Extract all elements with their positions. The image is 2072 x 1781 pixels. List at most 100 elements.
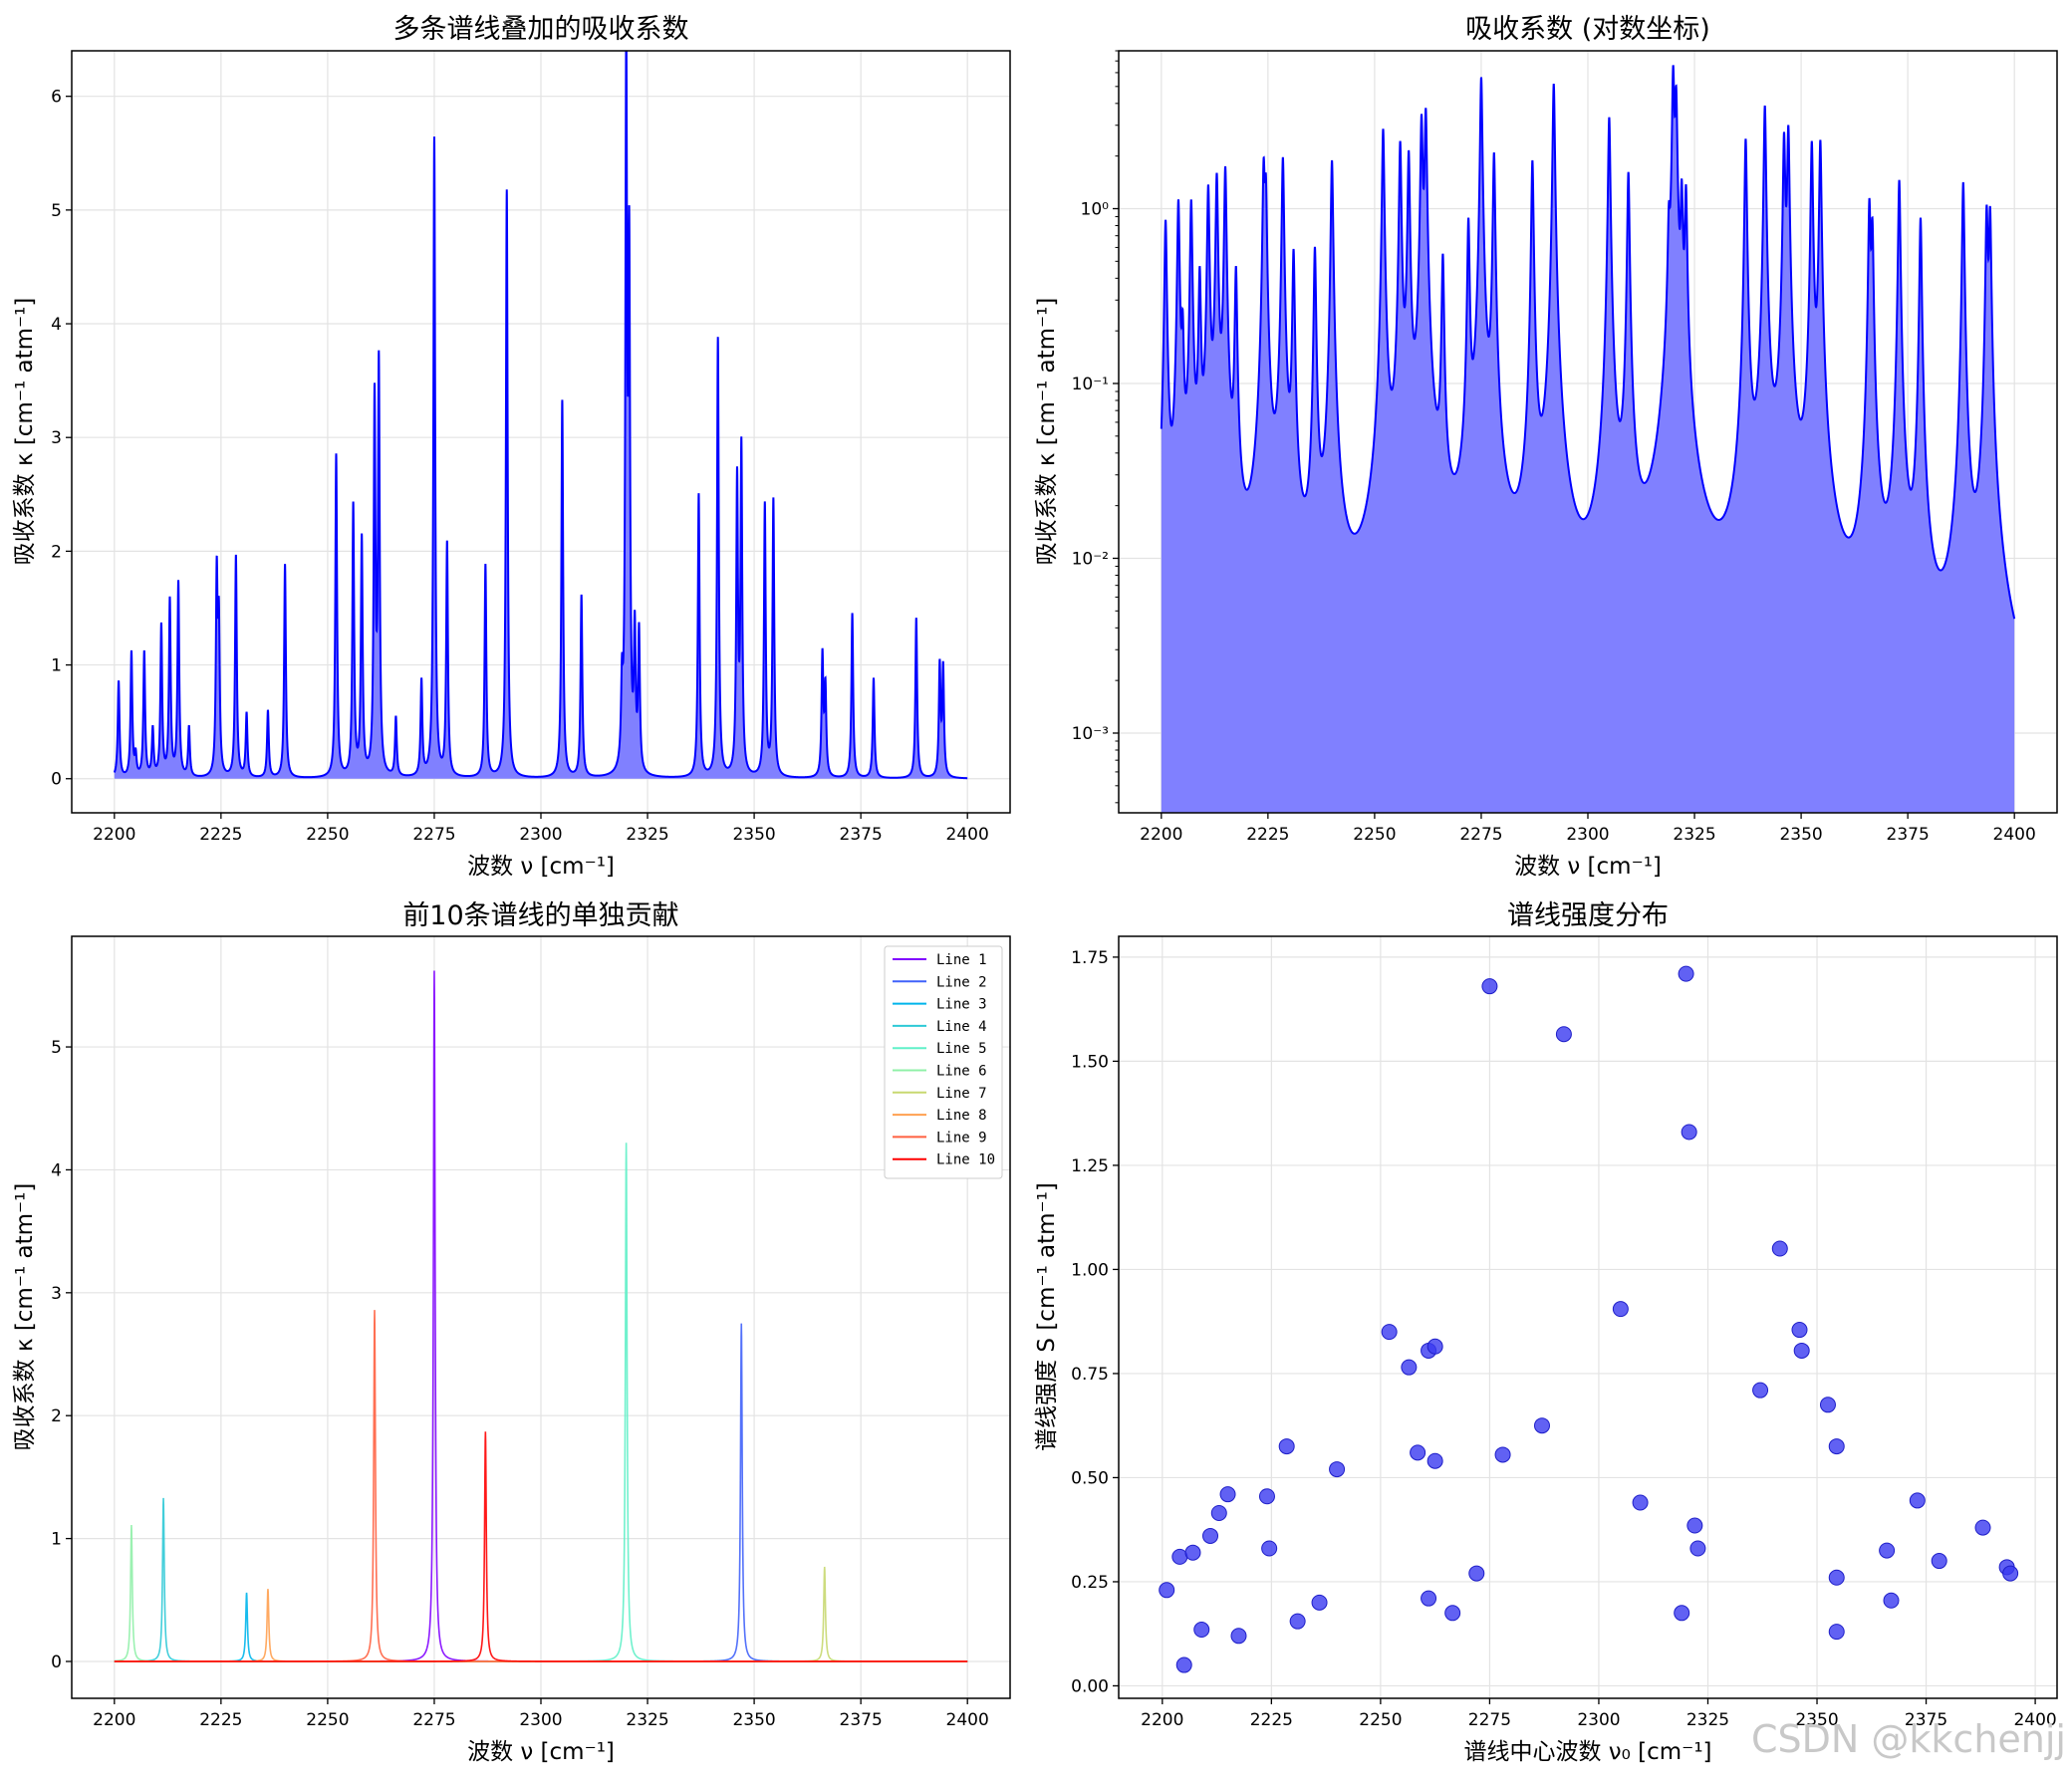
scatter-point <box>1752 1382 1769 1399</box>
x-tick-label: 2250 <box>306 825 349 845</box>
legend-label: Line 2 <box>936 974 987 990</box>
ticks: 2200 2225 2250 2275 2300 2325 2350 2375 2400 0 1 2 3… <box>51 88 989 845</box>
ticks: 2200 2225 2250 2275 2300 2325 2350 2375 2400 10⁰ 1… <box>1072 50 2036 845</box>
x-tick-label: 2200 <box>93 1710 135 1730</box>
legend-label: Line 5 <box>936 1041 987 1057</box>
y-tick-label: 4 <box>51 315 62 335</box>
y-tick-label: 0.75 <box>1071 1365 1109 1385</box>
scatter-point <box>1426 1452 1443 1469</box>
scatter-point <box>1481 978 1498 995</box>
x-tick-label: 2250 <box>306 1710 349 1730</box>
x-tick-label: 2400 <box>946 825 989 845</box>
x-tick-label: 2200 <box>1140 825 1182 845</box>
x-axis-label: 波数 ν [cm⁻¹] <box>467 854 615 880</box>
x-tick-label: 2275 <box>1459 825 1502 845</box>
chart-title: 前10条谱线的单独贡献 <box>402 900 678 931</box>
y-tick-label: 10⁻³ <box>1072 724 1109 744</box>
chart-panel-log: 2200 2225 2250 2275 2300 2325 2350 2375 2400 10⁰ 1… <box>1034 14 2058 880</box>
legend: Line 1 Line 2 Line 3 Line 4 Line 5 Line 6 Line… <box>884 945 1003 1179</box>
y-tick-label: 3 <box>51 428 62 448</box>
scatter-point <box>1175 1656 1192 1673</box>
scatter-point <box>1210 1504 1227 1521</box>
y-axis-label: 谱线强度 S [cm⁻¹ atm⁻¹] <box>1034 1182 1060 1451</box>
y-tick-label: 0.25 <box>1071 1573 1109 1593</box>
legend-label: Line 9 <box>936 1130 987 1145</box>
scatter-point <box>1261 1540 1278 1557</box>
y-tick-label: 10⁰ <box>1081 199 1110 219</box>
x-tick-label: 2325 <box>626 1710 668 1730</box>
scatter-point <box>1202 1527 1219 1544</box>
scatter-point <box>1771 1240 1788 1257</box>
spectrum-fill <box>1161 65 2015 813</box>
scatter-point <box>1555 1026 1572 1043</box>
scatter-point <box>1401 1359 1418 1376</box>
x-tick-label: 2350 <box>732 825 775 845</box>
y-tick-label: 6 <box>51 88 62 108</box>
y-tick-label: 2 <box>51 1406 62 1426</box>
scatter-point <box>1329 1461 1346 1478</box>
scatter-point <box>1791 1322 1808 1339</box>
scatter-point <box>1883 1592 1900 1609</box>
scatter-point <box>1184 1544 1201 1561</box>
x-tick-label: 2225 <box>1246 825 1289 845</box>
x-tick-label: 2250 <box>1353 825 1396 845</box>
y-axis-label: 吸收系数 κ [cm⁻¹ atm⁻¹] <box>12 298 38 566</box>
y-tick-label: 1.00 <box>1071 1260 1109 1280</box>
scatter-point <box>1612 1301 1629 1318</box>
scatter-point <box>1678 965 1694 982</box>
chart-panel-individual-lines: 2200 2225 2250 2275 2300 2325 2350 2375 2400 0 1 2 3… <box>12 900 1011 1765</box>
x-tick-label: 2375 <box>840 1710 883 1730</box>
y-tick-label: 5 <box>51 201 62 221</box>
scatter-point <box>1421 1590 1437 1607</box>
legend-label: Line 6 <box>936 1064 987 1080</box>
grid <box>72 51 1010 813</box>
ticks: 2200 2225 2250 2275 2300 2325 2350 2375 2400 0 1 2 3… <box>51 1038 989 1730</box>
scatter-point <box>1410 1444 1426 1461</box>
x-tick-label: 2400 <box>2013 1710 2056 1730</box>
y-tick-label: 1 <box>51 656 62 676</box>
y-axis-label: 吸收系数 κ [cm⁻¹ atm⁻¹] <box>1034 298 1060 566</box>
x-tick-label: 2375 <box>840 825 883 845</box>
scatter-point <box>1819 1397 1836 1413</box>
y-tick-label: 1.50 <box>1071 1052 1109 1072</box>
x-tick-label: 2400 <box>1993 825 2036 845</box>
y-tick-label: 1.25 <box>1071 1156 1109 1176</box>
y-tick-label: 5 <box>51 1038 62 1058</box>
x-axis-label: 波数 ν [cm⁻¹] <box>1514 854 1662 880</box>
chart-panel-combined: 2200 2225 2250 2275 2300 2325 2350 2375 2400 0 1 2 3… <box>12 14 1011 880</box>
watermark: CSDN @kkchenjj <box>1751 1717 2066 1761</box>
scatter-point <box>1494 1446 1511 1463</box>
legend-label: Line 4 <box>936 1019 987 1035</box>
legend-label: Line 8 <box>936 1108 987 1124</box>
x-tick-label: 2200 <box>1141 1710 1183 1730</box>
x-tick-label: 2350 <box>1779 825 1822 845</box>
scatter-point <box>1909 1492 1926 1509</box>
scatter-point <box>1278 1438 1295 1455</box>
spectrum-line <box>113 51 968 780</box>
x-tick-label: 2275 <box>1468 1710 1511 1730</box>
plot-area <box>1160 65 2016 813</box>
scatter-point <box>1828 1624 1845 1641</box>
scatter-point <box>1219 1486 1236 1503</box>
x-tick-label: 2300 <box>519 1710 562 1730</box>
scatter-point <box>1258 1488 1275 1505</box>
scatter-point <box>1193 1622 1210 1639</box>
y-axis-label: 吸收系数 κ [cm⁻¹ atm⁻¹] <box>12 1183 38 1451</box>
scatter-point <box>1230 1628 1247 1645</box>
y-tick-label: 3 <box>51 1284 62 1304</box>
scatter-point <box>1828 1438 1845 1455</box>
y-tick-label: 2 <box>51 542 62 562</box>
chart-title: 谱线强度分布 <box>1507 900 1669 931</box>
x-tick-label: 2225 <box>199 825 242 845</box>
x-tick-label: 2325 <box>626 825 668 845</box>
y-tick-label: 0 <box>51 770 62 790</box>
y-tick-label: 10⁻² <box>1072 549 1109 569</box>
legend-label: Line 10 <box>936 1152 995 1168</box>
x-tick-label: 2350 <box>732 1710 775 1730</box>
grid <box>1119 936 2057 1698</box>
x-tick-label: 2275 <box>412 1710 455 1730</box>
x-tick-label: 2375 <box>1887 825 1930 845</box>
x-tick-label: 2325 <box>1673 825 1715 845</box>
scatter-point <box>1468 1565 1485 1582</box>
